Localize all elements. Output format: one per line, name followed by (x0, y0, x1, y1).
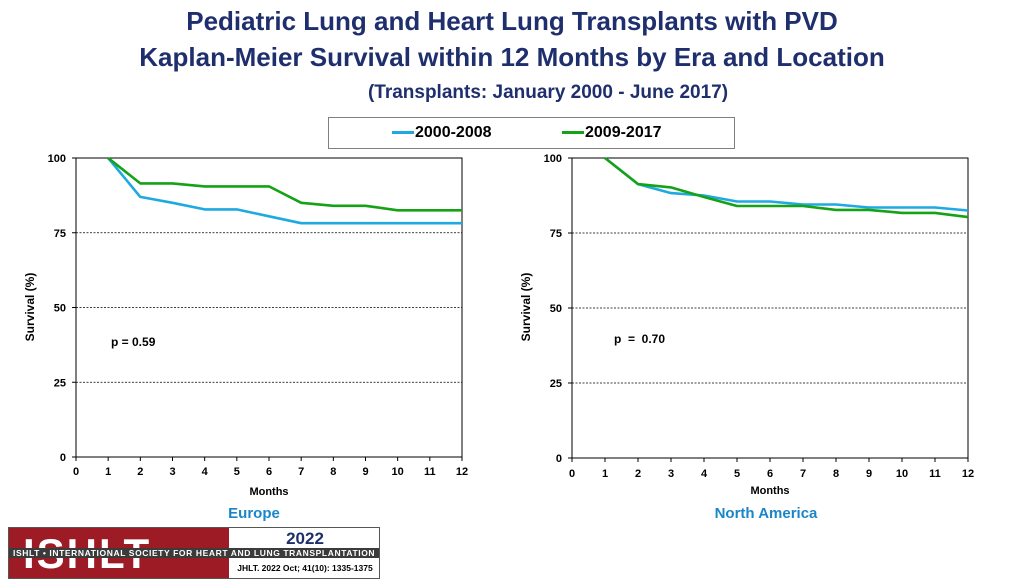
y-tick-label-1-0: 0 (556, 453, 562, 465)
x-tick-label-1-4: 4 (701, 468, 708, 480)
x-tick-label-0-6: 6 (266, 466, 272, 478)
report-year: 2022 (286, 529, 324, 548)
x-tick-label-1-0: 0 (569, 468, 575, 480)
legend-item-2000-2008: 2000-2008 (392, 124, 492, 142)
y-axis-label-1: Survival (%) (519, 273, 533, 342)
p-value-annotation-0: p = 0.59 (111, 335, 156, 349)
legend-swatch-2000-2008 (392, 131, 414, 135)
x-tick-label-0-8: 8 (330, 466, 336, 478)
citation: JHLT. 2022 Oct; 41(10): 1335-1375 (237, 563, 373, 573)
x-tick-label-1-2: 2 (635, 468, 641, 480)
y-tick-label-1-100: 100 (544, 153, 562, 165)
series-line-1-2009-2017 (604, 156, 969, 219)
y-tick-label-0-0: 0 (60, 452, 66, 464)
x-tick-label-0-5: 5 (234, 466, 240, 478)
chart-title-line2: Kaplan-Meier Survival within 12 Months b… (139, 42, 885, 72)
y-tick-label-1-25: 25 (550, 378, 562, 390)
legend-label-2000-2008: 2000-2008 (415, 124, 492, 141)
series-line-0-2000-2008 (107, 157, 462, 225)
x-tick-label-0-9: 9 (362, 466, 368, 478)
y-tick-label-1-75: 75 (550, 228, 562, 240)
x-tick-label-0-12: 12 (456, 466, 468, 478)
x-tick-label-0-0: 0 (73, 466, 79, 478)
y-tick-label-0-50: 50 (54, 303, 66, 315)
footer-logo-box: ISHLT ISHLT • INTERNATIONAL SOCIETY FOR … (8, 527, 380, 579)
region-label-europe: Europe (228, 505, 280, 522)
x-tick-label-1-10: 10 (896, 468, 908, 480)
region-label-north-america: North America (714, 505, 818, 522)
x-tick-label-1-5: 5 (734, 468, 740, 480)
x-tick-label-1-8: 8 (833, 468, 839, 480)
x-tick-label-0-7: 7 (298, 466, 304, 478)
x-axis-label-1: Months (750, 485, 789, 497)
x-tick-label-1-3: 3 (668, 468, 674, 480)
y-tick-label-0-25: 25 (54, 377, 66, 389)
y-tick-label-1-50: 50 (550, 303, 562, 315)
legend-label-2009-2017: 2009-2017 (585, 124, 662, 141)
x-tick-label-0-11: 11 (424, 466, 436, 478)
legend: 2000-2008 2009-2017 (328, 117, 735, 149)
x-tick-label-1-6: 6 (767, 468, 773, 480)
y-tick-label-0-100: 100 (48, 153, 66, 165)
series-line-1-2000-2008 (604, 156, 969, 212)
y-tick-label-0-75: 75 (54, 228, 66, 240)
p-value-annotation-1: p = 0.70 (614, 332, 665, 346)
society-name-strip: ISHLT • INTERNATIONAL SOCIETY FOR HEART … (9, 548, 379, 558)
legend-swatch-2009-2017 (562, 131, 584, 135)
x-tick-label-0-2: 2 (137, 466, 143, 478)
x-tick-label-1-1: 1 (602, 468, 608, 480)
series-line-0-2009-2017 (107, 156, 462, 212)
x-tick-label-1-12: 12 (962, 468, 974, 480)
chart-title-line1: Pediatric Lung and Heart Lung Transplant… (186, 6, 838, 36)
x-tick-label-0-1: 1 (105, 466, 111, 478)
x-axis-label-0: Months (249, 486, 288, 498)
x-tick-label-0-3: 3 (169, 466, 175, 478)
chart-subtitle: (Transplants: January 2000 - June 2017) (367, 82, 729, 103)
x-tick-label-1-11: 11 (929, 468, 941, 480)
x-tick-label-0-4: 4 (202, 466, 209, 478)
x-tick-label-1-7: 7 (800, 468, 806, 480)
x-tick-label-0-10: 10 (392, 466, 404, 478)
y-axis-label-0: Survival (%) (23, 273, 37, 342)
x-tick-label-1-9: 9 (866, 468, 872, 480)
legend-item-2009-2017: 2009-2017 (562, 124, 662, 142)
